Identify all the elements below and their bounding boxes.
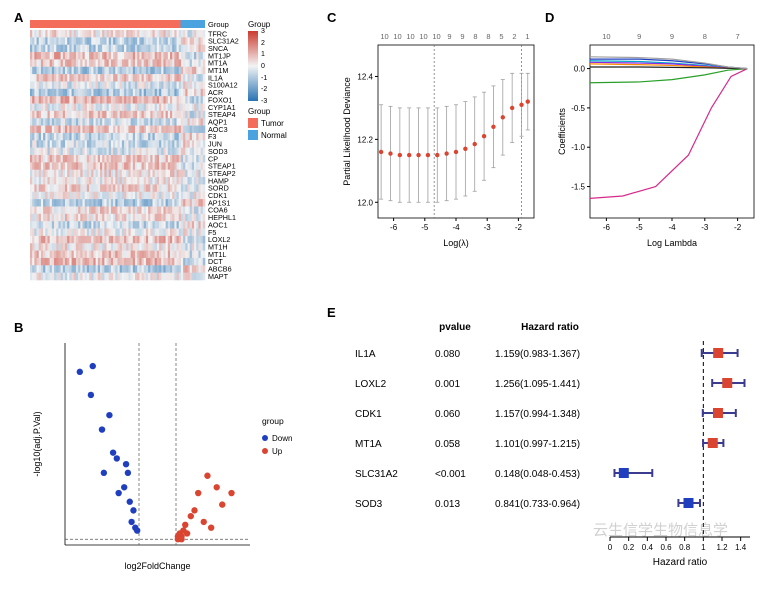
svg-text:-3: -3 [484,223,492,232]
svg-text:8: 8 [473,32,477,41]
svg-text:-2: -2 [734,223,742,232]
svg-text:8: 8 [486,32,490,41]
svg-text:-6: -6 [390,223,398,232]
svg-text:0.8: 0.8 [679,543,691,552]
heatmap-colorbar: 3210-1-2-3 [248,31,322,101]
svg-text:8: 8 [703,32,707,41]
svg-text:group: group [262,416,284,426]
svg-text:1.2: 1.2 [716,543,728,552]
svg-text:12.4: 12.4 [357,72,373,81]
svg-text:Log Lambda: Log Lambda [647,238,697,248]
svg-text:1.157(0.994-1.348): 1.157(0.994-1.348) [495,409,580,420]
panel-d-label: D [545,10,554,25]
svg-text:0.058: 0.058 [435,439,460,450]
svg-text:SOD3: SOD3 [355,499,383,510]
svg-text:1.101(0.997-1.215): 1.101(0.997-1.215) [495,439,580,450]
svg-text:12.0: 12.0 [357,198,373,207]
svg-text:0.080: 0.080 [435,349,460,360]
svg-text:0.060: 0.060 [435,409,460,420]
svg-text:IL1A: IL1A [355,349,376,360]
svg-text:7: 7 [736,32,740,41]
svg-text:9: 9 [670,32,674,41]
svg-text:log2FoldChange: log2FoldChange [124,561,190,571]
legend-group-title: Group [248,107,322,116]
svg-text:1.159(0.983-1.367): 1.159(0.983-1.367) [495,349,580,360]
svg-text:-4: -4 [452,223,460,232]
panel-b: log2FoldChange -log10(adj.P.Val) group Down… [30,335,320,575]
svg-text:SLC31A2: SLC31A2 [355,469,398,480]
svg-text:9: 9 [637,32,641,41]
svg-text:12.2: 12.2 [357,135,373,144]
svg-text:0.4: 0.4 [642,543,654,552]
svg-text:1.256(1.095-1.441): 1.256(1.095-1.441) [495,379,580,390]
svg-text:pvalue: pvalue [439,322,471,333]
svg-text:10: 10 [380,32,388,41]
svg-text:CDK1: CDK1 [355,409,382,420]
svg-text:-6: -6 [603,223,611,232]
svg-text:Coefficients: Coefficients [557,108,567,155]
svg-text:0.0: 0.0 [574,65,586,74]
svg-text:-3: -3 [701,223,709,232]
panel-c-label: C [327,10,336,25]
svg-text:Up: Up [272,447,283,456]
svg-text:0.6: 0.6 [660,543,672,552]
panel-b-label: B [14,320,23,335]
svg-text:2: 2 [512,32,516,41]
svg-text:1.4: 1.4 [735,543,747,552]
svg-text:Hazard ratio: Hazard ratio [653,557,708,568]
svg-text:MAPT: MAPT [208,272,229,281]
svg-text:Hazard ratio: Hazard ratio [521,322,579,333]
svg-text:0: 0 [608,543,613,552]
svg-text:0.2: 0.2 [623,543,635,552]
svg-text:1: 1 [525,32,529,41]
svg-text:0.148(0.048-0.453): 0.148(0.048-0.453) [495,469,580,480]
svg-text:0.013: 0.013 [435,499,460,510]
svg-text:MT1A: MT1A [355,439,382,450]
svg-text:10: 10 [602,32,610,41]
svg-text:0.001: 0.001 [435,379,460,390]
svg-text:5: 5 [499,32,503,41]
svg-text:-1.5: -1.5 [571,183,585,192]
svg-text:Down: Down [272,434,292,443]
panel-c: 1010101010998852112.012.212.4-6-5-4-3-2L… [340,25,540,250]
svg-text:Partial Likelihood Deviance: Partial Likelihood Deviance [342,77,352,186]
svg-text:9: 9 [447,32,451,41]
svg-text:-log10(adj.P.Val): -log10(adj.P.Val) [32,411,42,476]
svg-text:0.841(0.733-0.964): 0.841(0.733-0.964) [495,499,580,510]
svg-text:10: 10 [419,32,427,41]
watermark: 云生信学生物信息学 [593,519,728,540]
svg-text:Log(λ): Log(λ) [443,238,469,248]
svg-text:1: 1 [701,543,706,552]
panel-a: Group TFRCSLC31A2SNCAMT1JPMT1AMT1MIL1AS1… [30,20,320,310]
svg-text:-4: -4 [668,223,676,232]
svg-text:-0.5: -0.5 [571,104,585,113]
panel-a-label: A [14,10,23,25]
svg-text:9: 9 [460,32,464,41]
svg-text:-5: -5 [421,223,429,232]
svg-text:Group: Group [208,20,229,29]
svg-text:<0.001: <0.001 [435,469,466,480]
svg-text:-1.0: -1.0 [571,143,585,152]
panel-e: pvalue Hazard ratio IL1A 0.080 1.159(0.983-1… [345,315,760,580]
svg-text:10: 10 [432,32,440,41]
svg-text:-5: -5 [636,223,644,232]
svg-text:10: 10 [406,32,414,41]
svg-text:LOXL2: LOXL2 [355,379,387,390]
svg-text:10: 10 [393,32,401,41]
panel-e-label: E [327,305,336,320]
svg-text:-2: -2 [515,223,523,232]
panel-d: 10 9 9 8 7 0.0 -0.5 -1.0 -1.5 -6 -5 -4 -3 -2 Log Lambd… [555,25,760,250]
